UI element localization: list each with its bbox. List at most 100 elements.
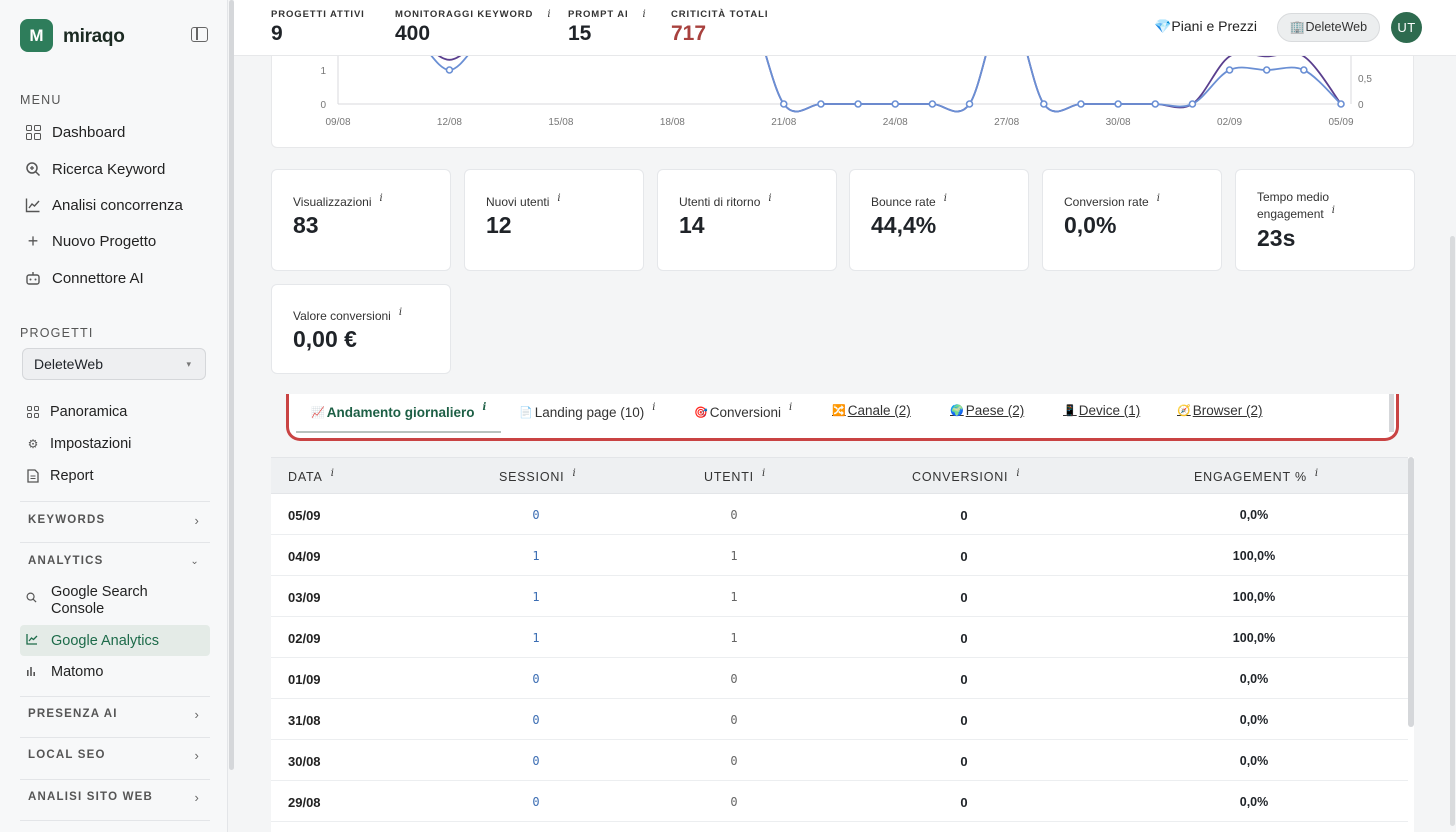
data-point[interactable]: [1151, 100, 1160, 108]
data-point[interactable]: [1040, 100, 1048, 108]
table-row[interactable]: 31/08 0 0 0 0,0%: [271, 699, 1408, 740]
column-header-conversioni[interactable]: CONVERSIONI i: [912, 468, 1020, 484]
column-header-sessioni[interactable]: SESSIONI i: [499, 468, 576, 484]
group-analytics[interactable]: ANALYTICS ⌄: [20, 548, 210, 574]
info-icon[interactable]: i: [330, 468, 334, 479]
table-row[interactable]: 30/08 0 0 0 0,0%: [271, 740, 1408, 781]
info-icon[interactable]: i: [1156, 193, 1160, 204]
table-scrollbar[interactable]: [1408, 457, 1414, 727]
table-row[interactable]: 05/09 0 0 0 0,0%: [271, 494, 1408, 535]
group-local-seo[interactable]: LOCAL SEO ›: [20, 742, 210, 768]
data-point[interactable]: [965, 100, 974, 108]
column-header-data[interactable]: DATA i: [288, 468, 334, 484]
group-label: KEYWORDS: [28, 514, 106, 526]
data-point[interactable]: [1337, 100, 1345, 108]
tab-canale[interactable]: 🔀 Canale (2): [832, 403, 911, 418]
info-icon[interactable]: i: [572, 468, 576, 479]
data-point[interactable]: [817, 100, 825, 108]
data-point[interactable]: [1114, 100, 1122, 108]
table-cell-users: 0: [730, 672, 738, 686]
table-row[interactable]: 03/09 1 1 0 100,0%: [271, 576, 1408, 617]
info-icon[interactable]: i: [547, 9, 552, 20]
x-tick-label: 09/08: [325, 117, 350, 128]
sidebar-toggle-icon[interactable]: [191, 27, 208, 42]
info-icon[interactable]: i: [768, 193, 772, 204]
tab-landing-page[interactable]: 📄 Landing page (10) i: [519, 402, 656, 420]
top-header: PROGETTI ATTIVI 9 MONITORAGGI KEYWORD i 4…: [234, 0, 1456, 56]
info-icon[interactable]: i: [1016, 468, 1020, 479]
data-point[interactable]: [854, 100, 862, 108]
tab-paese[interactable]: 🌍 Paese (2): [950, 403, 1024, 418]
sidebar-item-matomo[interactable]: Matomo: [20, 662, 210, 682]
sidebar-item-google-search-console[interactable]: Google Search Console: [20, 582, 210, 620]
tab-andamento-giornaliero[interactable]: 📈 Andamento giornaliero i: [311, 402, 487, 420]
metric-value: 12: [486, 212, 512, 238]
data-point[interactable]: [928, 100, 937, 108]
avatar[interactable]: UT: [1391, 12, 1422, 43]
sidebar-item-ricerca-keyword[interactable]: Ricerca Keyword: [20, 154, 210, 184]
group-keywords[interactable]: KEYWORDS ›: [20, 507, 210, 533]
chevron-right-icon: ›: [194, 512, 200, 528]
sidebar-item-panoramica[interactable]: Panoramica: [20, 398, 210, 426]
metric-value: 23s: [1257, 225, 1296, 251]
metric-label: Bounce rate: [871, 195, 936, 209]
workspace-button[interactable]: 🏢DeleteWeb: [1277, 13, 1380, 42]
table-row[interactable]: 29/08 0 0 0 0,0%: [271, 781, 1408, 822]
sidebar-item-google-analytics[interactable]: Google Analytics: [20, 625, 210, 656]
stat-value: 9: [271, 22, 283, 45]
data-point[interactable]: [1225, 66, 1234, 74]
metric-card-conversion-rate: Conversion rate i 0,0%: [1042, 169, 1222, 271]
info-icon[interactable]: i: [642, 9, 647, 20]
metric-card-valore-conversioni: Valore conversioni i 0,00 €: [271, 284, 451, 374]
data-point[interactable]: [1300, 66, 1308, 74]
sidebar-item-report[interactable]: Report: [20, 462, 210, 490]
table-cell-conv: 0: [960, 713, 968, 728]
page-scrollbar[interactable]: [1450, 236, 1455, 826]
table-row[interactable]: 01/09 0 0 0 0,0%: [271, 658, 1408, 699]
data-point[interactable]: [779, 100, 788, 108]
sidebar-item-dashboard[interactable]: Dashboard: [20, 117, 210, 147]
sidebar-item-analisi-concorrenza[interactable]: Analisi concorrenza: [20, 190, 210, 220]
data-point[interactable]: [1188, 100, 1197, 108]
table-row[interactable]: 02/09 1 1 0 100,0%: [271, 617, 1408, 658]
tab-conversioni[interactable]: 🎯 Conversioni i: [694, 402, 793, 420]
info-icon[interactable]: i: [379, 193, 383, 204]
table-cell-sess: 1: [532, 631, 540, 645]
info-icon[interactable]: i: [482, 402, 487, 413]
table-cell-date: 01/09: [288, 672, 321, 687]
data-point[interactable]: [1077, 100, 1085, 108]
tabs-scrollbar[interactable]: [1389, 394, 1394, 432]
tab-browser[interactable]: 🧭 Browser (2): [1177, 403, 1262, 418]
x-tick-label: 12/08: [437, 117, 462, 128]
table-cell-conv: 0: [960, 672, 968, 687]
sidebar-item-nuovo-progetto[interactable]: + Nuovo Progetto: [20, 226, 210, 256]
sidebar-item-connettore-ai[interactable]: Connettore AI: [20, 263, 210, 293]
brand-name[interactable]: miraqo: [63, 26, 125, 47]
sidebar-scrollbar[interactable]: [229, 0, 234, 770]
info-icon[interactable]: i: [761, 468, 766, 479]
tab-device[interactable]: 📱 Device (1): [1063, 403, 1140, 418]
sidebar-item-impostazioni[interactable]: ⚙ Impostazioni: [20, 430, 210, 458]
table-row[interactable]: 04/09 1 1 0 100,0%: [271, 535, 1408, 576]
info-icon[interactable]: i: [557, 193, 561, 204]
project-select[interactable]: DeleteWeb ▾: [22, 348, 206, 380]
table-cell-eng: 100,0%: [1232, 549, 1276, 563]
data-point[interactable]: [445, 66, 454, 74]
info-icon[interactable]: i: [789, 402, 793, 413]
group-analisi-sito-web[interactable]: ANALISI SITO WEB ›: [20, 784, 210, 810]
x-tick-label: 30/08: [1106, 117, 1131, 128]
logo-icon[interactable]: M: [20, 19, 53, 52]
info-icon[interactable]: i: [943, 193, 947, 204]
column-header-engagement[interactable]: ENGAGEMENT % i: [1194, 468, 1319, 484]
metric-card-visualizzazioni: Visualizzazioni i 83: [271, 169, 451, 271]
column-header-utenti[interactable]: UTENTI i: [704, 468, 766, 484]
group-presenza-ai[interactable]: PRESENZA AI ›: [20, 701, 210, 727]
grid-icon: [26, 406, 40, 418]
data-point[interactable]: [891, 100, 900, 108]
data-point[interactable]: [1262, 66, 1271, 74]
info-icon[interactable]: i: [652, 402, 656, 413]
info-icon[interactable]: i: [1331, 205, 1335, 216]
info-icon[interactable]: i: [1314, 468, 1319, 479]
info-icon[interactable]: i: [398, 307, 403, 318]
pricing-link[interactable]: 💎Piani e Prezzi: [1154, 18, 1258, 34]
